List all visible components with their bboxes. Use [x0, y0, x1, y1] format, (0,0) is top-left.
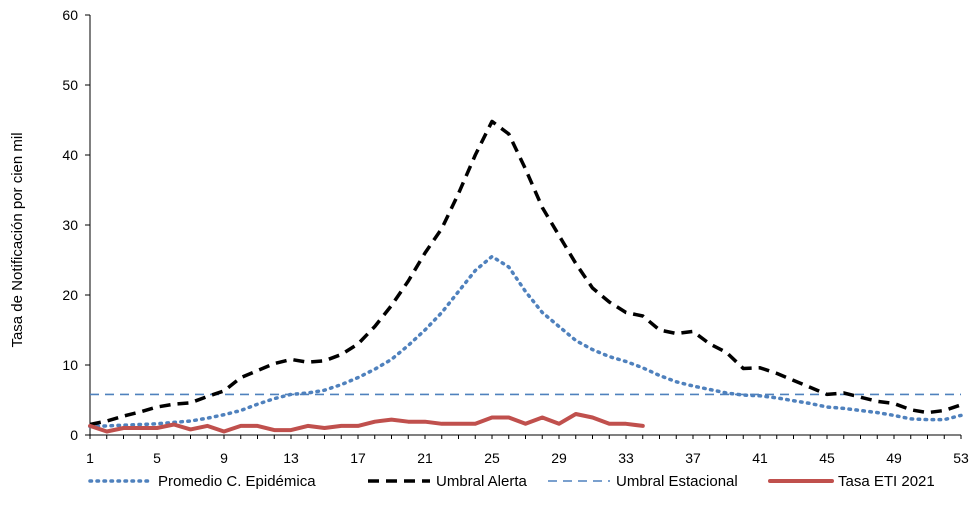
y-axis-ticks: 0 10 20 30 40 50 60	[62, 7, 90, 443]
x-tick-label: 13	[283, 450, 299, 466]
series-layer	[88, 119, 963, 434]
x-tick-label: 9	[220, 450, 228, 466]
y-axis-title: Tasa de Notificación por cien mil	[9, 132, 26, 347]
x-tick-label: 45	[819, 450, 835, 466]
y-tick-label: 10	[62, 357, 78, 373]
x-tick-label: 21	[417, 450, 433, 466]
x-tick-label: 29	[551, 450, 567, 466]
legend-label: Promedio C. Epidémica	[158, 473, 316, 490]
series-line-0	[88, 254, 963, 429]
y-tick-label: 60	[62, 7, 78, 23]
legend: Promedio C. Epidémica Umbral Alerta Umbral…	[88, 473, 935, 490]
y-tick-label: 50	[62, 77, 78, 93]
series-line-1	[89, 119, 962, 427]
legend-label: Umbral Estacional	[616, 473, 738, 490]
series-line-3	[88, 412, 645, 434]
x-tick-label: 1	[86, 450, 94, 466]
x-tick-label: 53	[953, 450, 969, 466]
x-tick-label: 17	[350, 450, 366, 466]
y-tick-label: 40	[62, 147, 78, 163]
x-tick-label: 37	[685, 450, 701, 466]
x-tick-label: 25	[484, 450, 500, 466]
y-tick-label: 30	[62, 217, 78, 233]
x-tick-label: 33	[618, 450, 634, 466]
x-tick-label: 49	[886, 450, 902, 466]
y-tick-label: 0	[70, 427, 78, 443]
x-axis-ticks: 1 5 9 13 17 21 25 29 33 37 41 45 49 53	[86, 435, 969, 466]
legend-label: Tasa ETI 2021	[838, 473, 935, 490]
x-tick-label: 5	[153, 450, 161, 466]
y-tick-label: 20	[62, 287, 78, 303]
legend-label: Umbral Alerta	[436, 473, 528, 490]
chart-axes	[89, 15, 961, 436]
x-tick-label: 41	[752, 450, 768, 466]
